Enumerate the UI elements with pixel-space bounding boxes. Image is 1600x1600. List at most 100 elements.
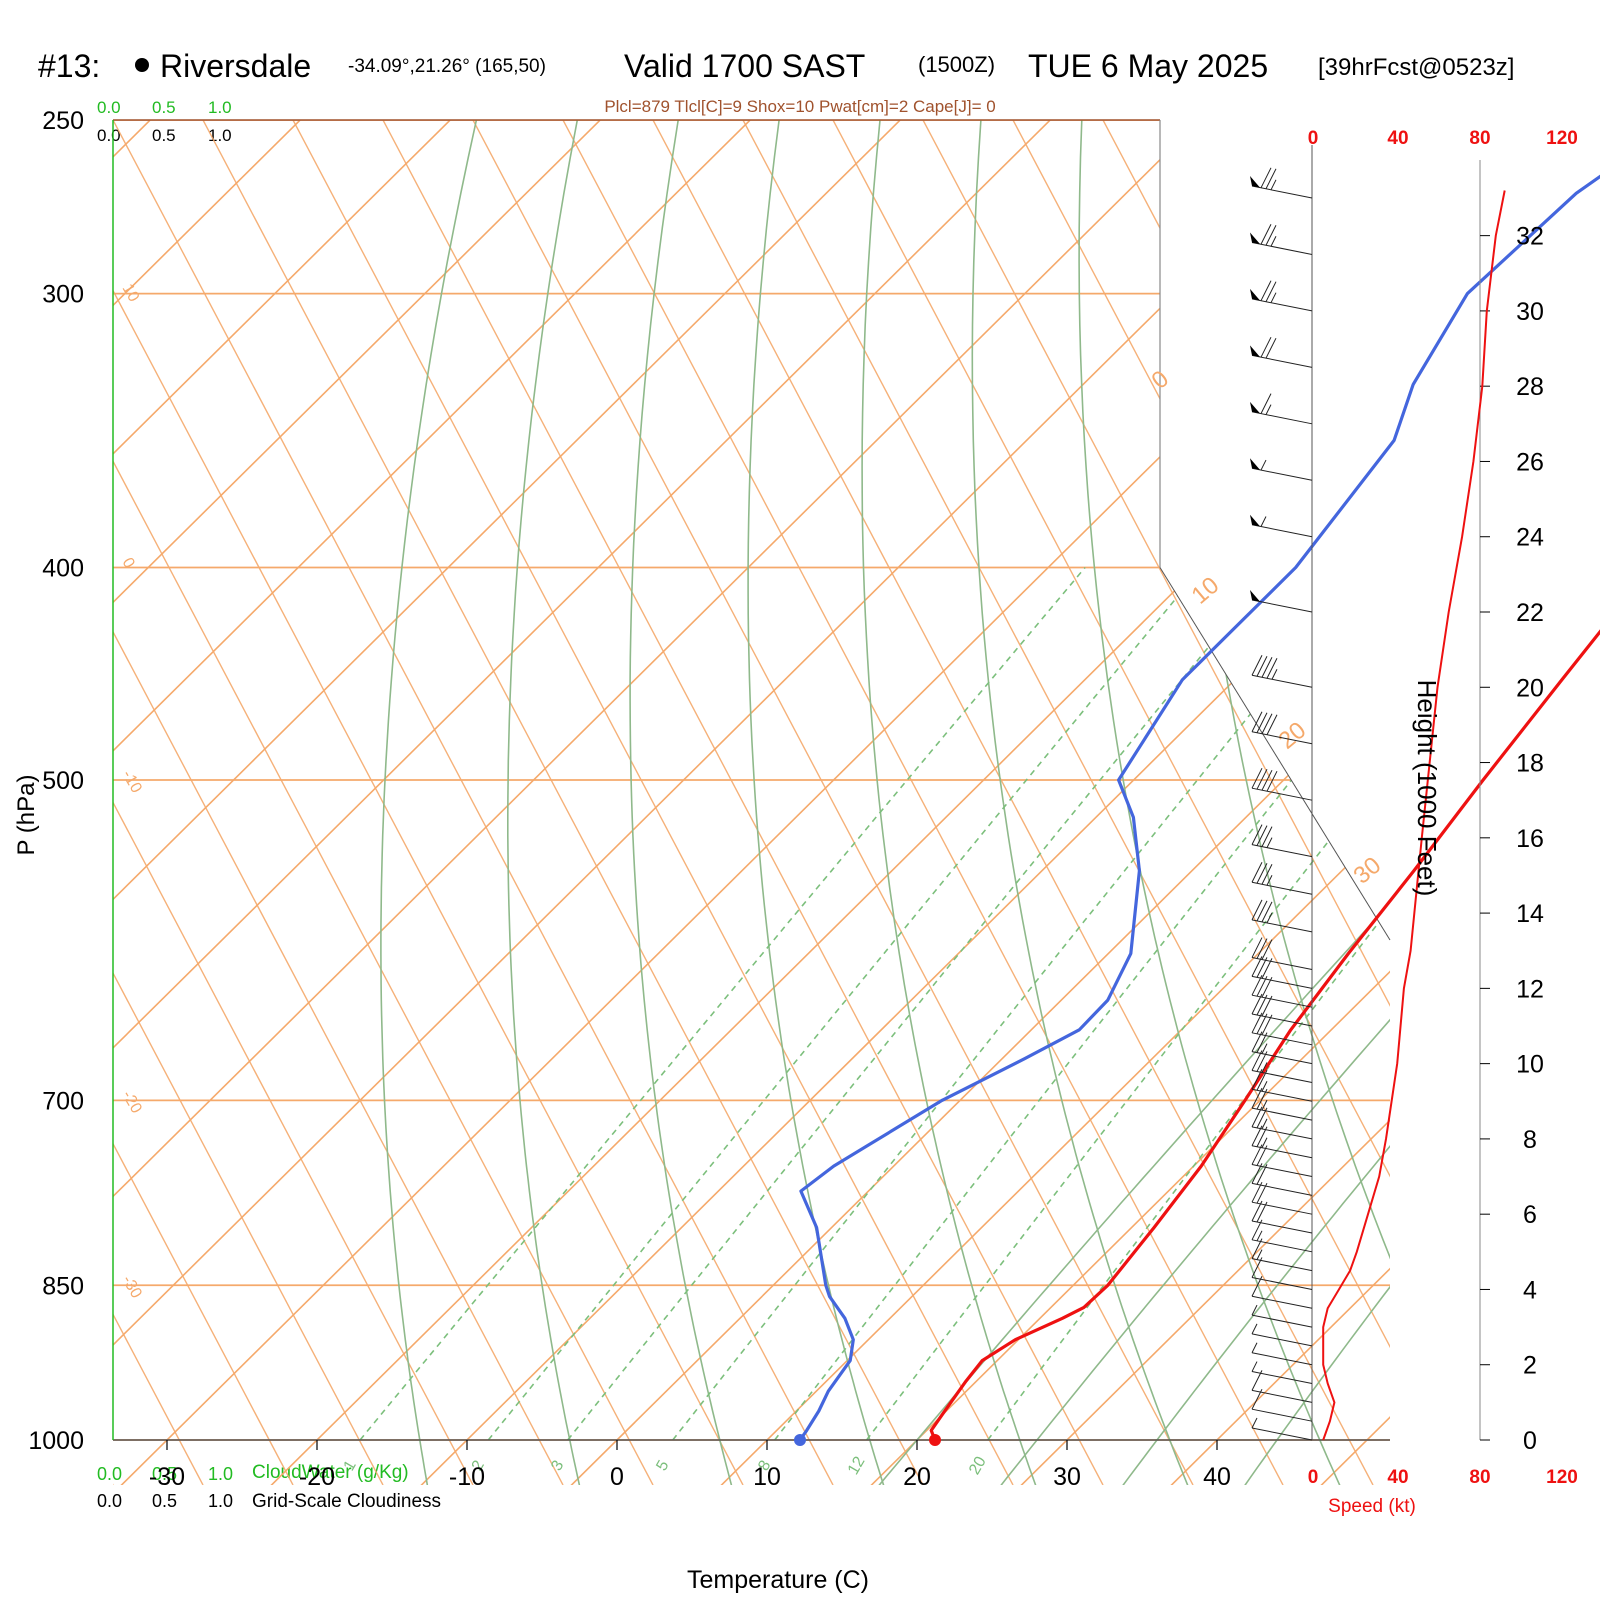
cloud-top-green-0: 0.0 <box>97 98 121 117</box>
wind-barb <box>1250 280 1313 312</box>
speed-tick-bottom-40: 40 <box>1387 1467 1408 1488</box>
adiabat-orange-line <box>292 120 1014 1485</box>
wind-barb-staff <box>1251 1295 1313 1309</box>
wind-barb-full <box>1251 1219 1263 1241</box>
wind-barb-staff <box>1251 1389 1313 1403</box>
valid-time: Valid 1700 SAST <box>624 48 865 84</box>
wind-barb-full <box>1251 1276 1263 1297</box>
wind-barb-full <box>1256 863 1268 884</box>
wind-barb-full <box>1260 393 1272 414</box>
adiabat-orange-line <box>113 120 834 1485</box>
wind-barb-full <box>1251 1257 1263 1278</box>
forecast-run: [39hrFcst@0523z] <box>1318 54 1514 81</box>
cloud-bottom-black-1: 0.5 <box>152 1491 177 1511</box>
adiabat-orange-line <box>472 120 1194 1485</box>
wind-barb <box>1251 1417 1313 1441</box>
wind-barb-pennant <box>1250 232 1260 245</box>
wind-barb <box>1251 711 1313 745</box>
temp-tick-30: 30 <box>1053 1463 1081 1491</box>
wind-barb-staff <box>1251 354 1313 368</box>
utc-time: (1500Z) <box>918 52 995 77</box>
wind-barb-full <box>1251 1106 1263 1128</box>
pressure-tick-400: 400 <box>42 555 84 583</box>
dry-adiabat-line <box>629 120 733 1485</box>
pressure-tick-500: 500 <box>42 767 84 795</box>
wind-barb-full <box>1251 1238 1263 1259</box>
wind-barb-full <box>1251 1050 1263 1071</box>
wind-barb <box>1251 1050 1313 1083</box>
wind-barb <box>1251 993 1313 1027</box>
adiabat-orange-line <box>202 120 924 1485</box>
isotherm-label-right: 0 <box>1147 365 1175 394</box>
temp-tick-20: 20 <box>903 1463 931 1491</box>
wind-barb <box>1251 1125 1313 1159</box>
wind-barb-pennant <box>1250 590 1260 602</box>
height-tick-28: 28 <box>1516 373 1544 401</box>
wind-barb-half <box>1261 1043 1268 1054</box>
adiabat-orange-line <box>113 120 564 1485</box>
wind-barb <box>1251 956 1313 989</box>
speed-tick-top-120: 120 <box>1546 128 1578 149</box>
cloud-top-black-1: 0.5 <box>152 126 176 145</box>
wind-barb <box>1251 767 1313 801</box>
wind-barb-half <box>1251 1417 1258 1429</box>
dry-adiabat-line <box>507 120 586 1485</box>
wind-barb-staff <box>1251 1201 1313 1215</box>
wind-barb-full <box>1261 901 1273 923</box>
wind-barb <box>1251 1069 1313 1102</box>
wind-barb <box>1251 1342 1313 1366</box>
height-tick-26: 26 <box>1516 448 1544 476</box>
mixing-ratio-label-12: 12 <box>845 1454 869 1478</box>
adiabat-orange-line <box>742 120 1390 1485</box>
wind-barb-staff <box>1251 524 1313 538</box>
wind-barb-staff <box>1251 881 1313 895</box>
wind-barb <box>1251 1323 1313 1347</box>
wind-barb-full <box>1261 939 1273 960</box>
wind-barb-staff <box>1251 1276 1313 1290</box>
temp-tick-40: 40 <box>1203 1463 1231 1491</box>
wind-barb-full <box>1256 825 1268 846</box>
temp-tick--20: -20 <box>299 1463 335 1491</box>
wind-barb-half <box>1270 179 1277 191</box>
wind-barb <box>1251 1031 1313 1065</box>
wind-barb <box>1251 1181 1313 1215</box>
cloud-bottom-green-1: 0.5 <box>152 1464 177 1484</box>
wind-barb <box>1250 458 1313 481</box>
wind-barb-full <box>1251 1031 1263 1052</box>
isotherm-line <box>1319 120 1390 1485</box>
height-tick-20: 20 <box>1516 674 1544 702</box>
temp-tick-0: 0 <box>610 1463 624 1491</box>
wind-barb-full <box>1256 1107 1268 1129</box>
y-axis-title: P (hPa) <box>13 775 40 856</box>
adiabat-orange-line <box>1012 120 1390 1485</box>
wind-barb <box>1250 167 1313 199</box>
dry-adiabat-line <box>971 120 1189 1485</box>
height-tick-10: 10 <box>1516 1051 1544 1079</box>
wind-barb-full <box>1266 714 1278 735</box>
height-tick-8: 8 <box>1523 1126 1537 1154</box>
wind-barb-staff <box>1251 1352 1313 1366</box>
wind-barb <box>1251 1388 1313 1422</box>
wind-barb <box>1250 336 1313 368</box>
dewpoint-surface-point <box>794 1434 806 1446</box>
wind-barb-full <box>1261 826 1273 847</box>
height-tick-32: 32 <box>1516 223 1544 251</box>
wind-barb <box>1251 862 1313 895</box>
sounding-traces <box>794 174 1600 1446</box>
dewpoint-trace <box>798 174 1600 1441</box>
wind-barb-staff <box>1251 411 1313 425</box>
wind-barb-half <box>1251 1304 1258 1316</box>
mixing-ratio-label-3: 3 <box>548 1458 567 1474</box>
wind-barb-full <box>1256 712 1268 733</box>
wind-barb-half <box>1260 459 1267 471</box>
wind-barb-half <box>1251 1323 1258 1335</box>
wind-barb <box>1251 1361 1313 1385</box>
wind-barb-full <box>1251 1069 1263 1090</box>
isotherm-line <box>1019 120 1390 1485</box>
wind-barb-full <box>1256 1013 1268 1035</box>
moist-adiabat-line <box>1243 120 1390 1485</box>
wind-barb-staff <box>1251 1333 1313 1347</box>
station-coords: -34.09°,21.26° (165,50) <box>348 56 546 77</box>
mixing-ratio-line <box>487 566 1203 1441</box>
wind-barb-full <box>1256 768 1268 790</box>
